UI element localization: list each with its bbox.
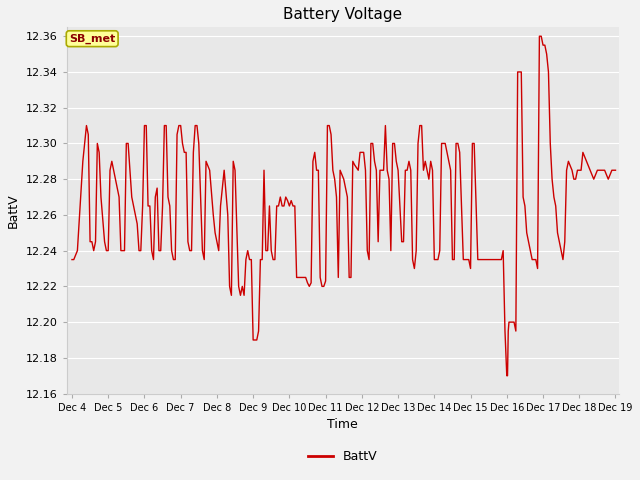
Text: SB_met: SB_met (69, 34, 115, 44)
Y-axis label: BattV: BattV (7, 193, 20, 228)
X-axis label: Time: Time (328, 418, 358, 431)
Legend: BattV: BattV (303, 445, 383, 468)
Title: Battery Voltage: Battery Voltage (284, 7, 403, 22)
